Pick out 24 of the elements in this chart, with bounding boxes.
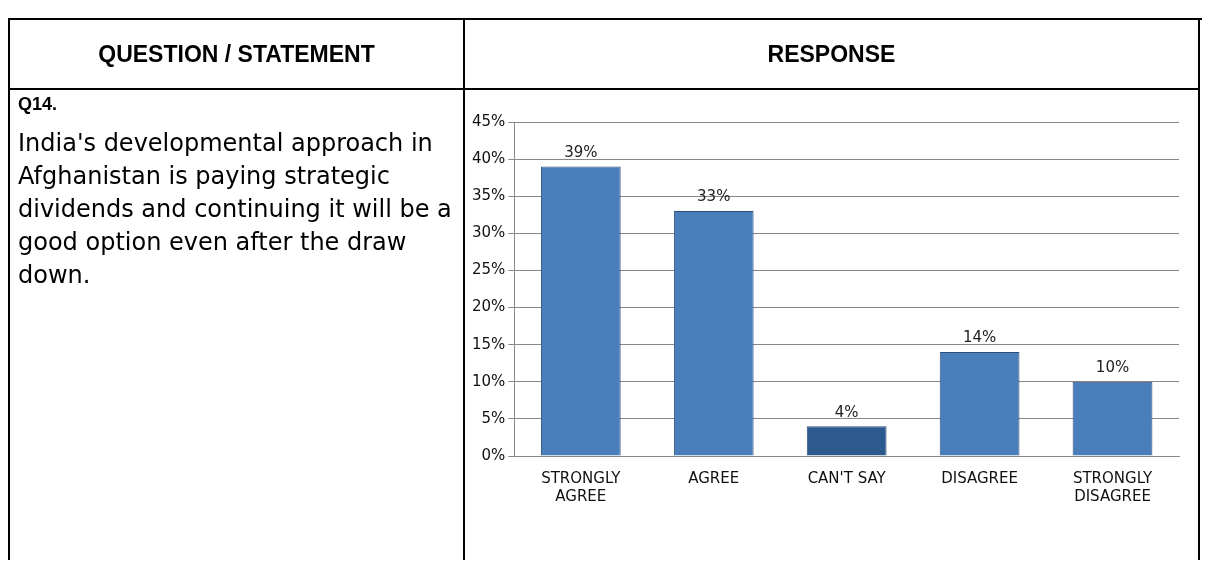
data-label: 10% [1095, 358, 1130, 377]
y-tick-label: 25% [472, 260, 506, 279]
x-tick-label: STRONGLY AGREE [541, 468, 622, 505]
y-tick-label: 5% [481, 408, 506, 427]
y-tick-label: 15% [472, 334, 506, 353]
x-tick-label: CAN'T SAY [807, 468, 887, 487]
data-label: 39% [564, 142, 598, 161]
x-tick-label: AGREE [688, 468, 740, 487]
y-tick-label: 40% [472, 149, 506, 167]
y-tick-label: 30% [472, 223, 506, 242]
x-tick-label: STRONGLY DISAGREE [1072, 468, 1154, 505]
text: Q14. [18, 94, 59, 115]
y-tick-label: 0% [481, 445, 506, 464]
text: India's developmental approach in Afghanistan is paying strategic dividends and continuing it will be a good option even after the draw down. [18, 128, 453, 291]
data-label: 4% [834, 402, 859, 421]
x-tick-label: DISAGREE [941, 468, 1018, 487]
data-label: 14% [962, 328, 997, 347]
y-tick-label: 20% [472, 297, 506, 316]
text: QUESTION / STATEMENT [10, 20, 465, 90]
y-tick-label: 10% [472, 371, 506, 390]
y-tick-label: 45% [472, 111, 506, 130]
y-tick-label: 35% [472, 186, 506, 205]
data-label: 33% [697, 187, 731, 206]
chart-title: RESPONSE [465, 20, 1200, 90]
